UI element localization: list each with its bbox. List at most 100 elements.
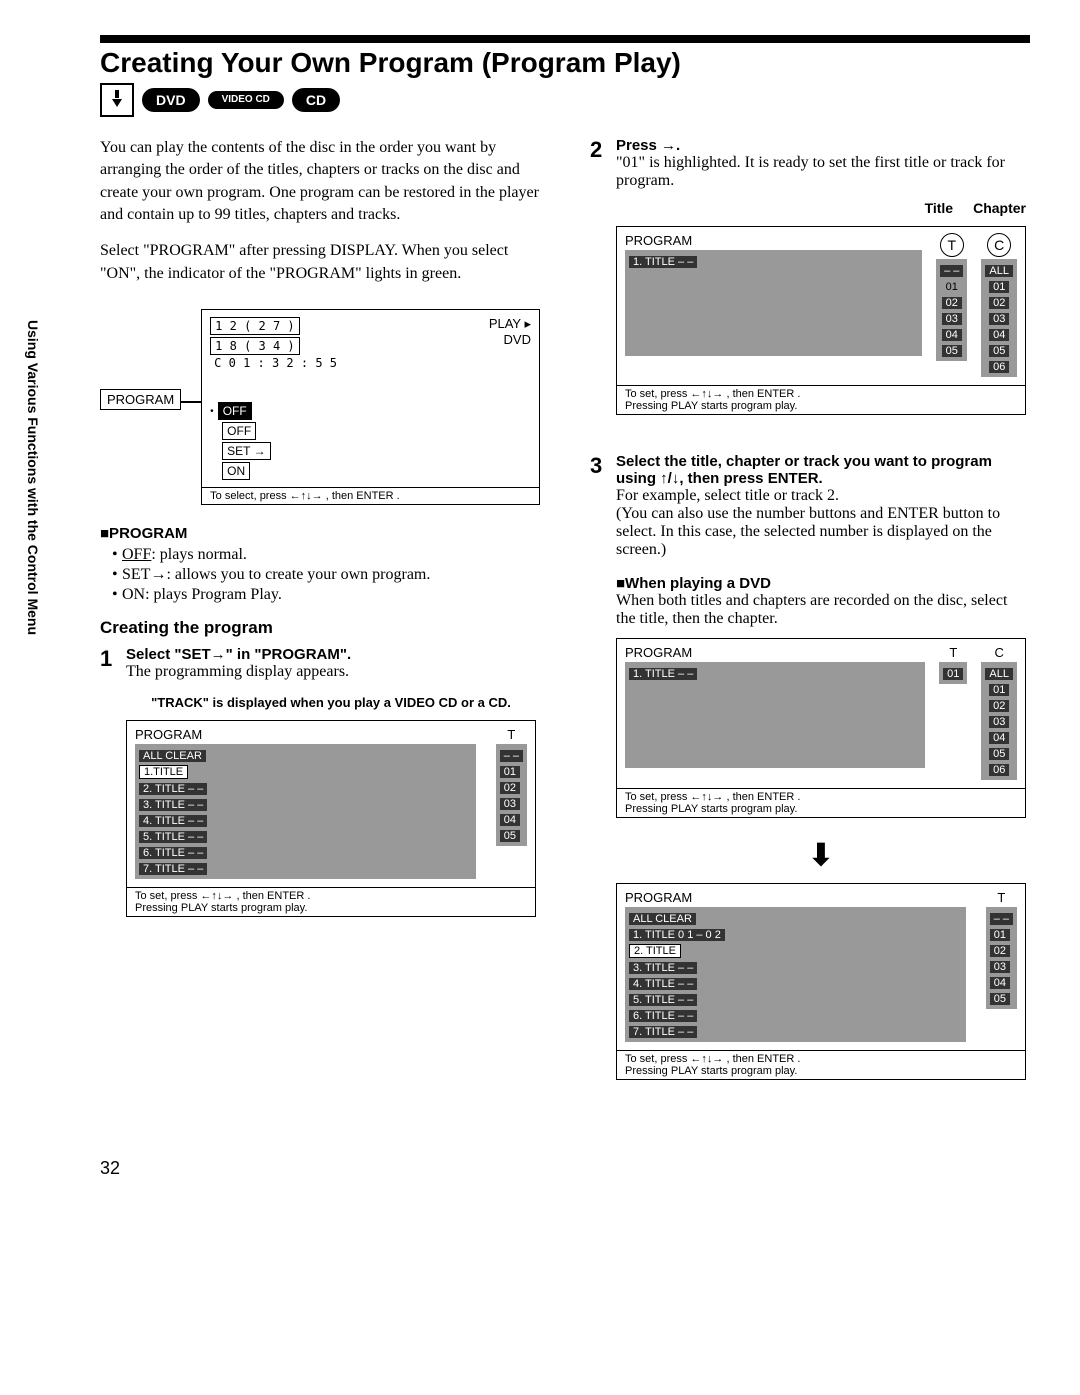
chapter-col-label: Chapter bbox=[973, 200, 1026, 216]
osd1-left-list: ALL CLEAR 1.TITLE 2. TITLE – – 3. TITLE … bbox=[135, 744, 476, 879]
vcd-badge: VIDEO CD bbox=[208, 91, 284, 109]
osd3a-r4: 04 bbox=[989, 732, 1009, 744]
menu-on: ON bbox=[222, 462, 250, 480]
cd-badge: CD bbox=[292, 88, 340, 112]
osd3a-r0: ALL bbox=[985, 668, 1013, 680]
osd-footer: To select, press ←↑↓→ , then ENTER . bbox=[202, 487, 539, 504]
osd2-l2: 02 bbox=[942, 297, 962, 309]
osd1-foot1: To set, press ←↑↓→ , then ENTER . bbox=[135, 890, 527, 902]
osd3a-r6: 06 bbox=[989, 764, 1009, 776]
osd2-r4: 04 bbox=[989, 329, 1009, 341]
osd1-right-list: – – 01 02 03 04 05 bbox=[496, 744, 527, 846]
osd1-right-1: 01 bbox=[500, 766, 520, 778]
osd3a-foot1: To set, press ←↑↓→ , then ENTER . bbox=[625, 791, 1017, 803]
counter-line-1: 1 2 ( 2 7 ) bbox=[210, 317, 299, 335]
osd3b-row-1: 1. TITLE 0 1 – 0 2 bbox=[629, 929, 725, 941]
side-tab: Using Various Functions with the Control… bbox=[25, 320, 41, 635]
osd3b-row-7: 7. TITLE – – bbox=[629, 1026, 697, 1038]
step-1-caption: "TRACK" is displayed when you play a VID… bbox=[126, 695, 536, 710]
osd3b-header: PROGRAM bbox=[625, 890, 966, 905]
osd1-row-1: 1.TITLE bbox=[139, 765, 188, 779]
osd1-row-2: 2. TITLE – – bbox=[139, 783, 207, 795]
selection-dot-icon: • bbox=[210, 406, 214, 417]
step-2-head: Press →. bbox=[616, 137, 1026, 154]
osd3b-footer: To set, press ←↑↓→ , then ENTER . Pressi… bbox=[617, 1050, 1025, 1079]
osd2-r5: 05 bbox=[989, 345, 1009, 357]
dvd-indicator: DVD bbox=[489, 332, 531, 347]
osd2-foot2: Pressing PLAY starts program play. bbox=[625, 400, 1017, 412]
osd-step1: PROGRAM ALL CLEAR 1.TITLE 2. TITLE – – 3… bbox=[126, 720, 536, 917]
osd1-row-3: 3. TITLE – – bbox=[139, 799, 207, 811]
counter-line-3: C 0 1 : 3 2 : 5 5 bbox=[210, 356, 337, 370]
osd2-title-col: – – 01 02 03 04 05 bbox=[936, 259, 967, 361]
osd2-foot1: To set, press ←↑↓→ , then ENTER . bbox=[625, 388, 1017, 400]
osd2-r2: 02 bbox=[989, 297, 1009, 309]
osd3b-right-list: – – 01 02 03 04 05 bbox=[986, 907, 1017, 1009]
option-set: SET→: allows you to create your own prog… bbox=[112, 566, 540, 584]
step-2: 2 Press →. "01" is highlighted. It is re… bbox=[590, 137, 1030, 435]
step-3-body2: (You can also use the number buttons and… bbox=[616, 505, 1026, 559]
top-rule bbox=[100, 35, 1030, 43]
osd3b-t: T bbox=[986, 890, 1017, 905]
connector-line bbox=[181, 401, 201, 403]
menu-off-selected: OFF bbox=[218, 402, 252, 420]
step-3-number: 3 bbox=[590, 453, 612, 479]
osd3b-foot1: To set, press ←↑↓→ , then ENTER . bbox=[625, 1053, 1017, 1065]
right-column: 2 Press →. "01" is highlighted. It is re… bbox=[590, 137, 1030, 1118]
osd3b-row-5: 5. TITLE – – bbox=[629, 994, 697, 1006]
step-3-head: Select the title, chapter or track you w… bbox=[616, 453, 1026, 487]
intro-paragraph-2: Select "PROGRAM" after pressing DISPLAY.… bbox=[100, 240, 540, 285]
menu-off: OFF bbox=[222, 422, 256, 440]
osd1-allclear: ALL CLEAR bbox=[139, 750, 206, 762]
osd3b-allclear: ALL CLEAR bbox=[629, 913, 696, 925]
osd2-l0: – – bbox=[940, 265, 963, 277]
osd3a-r3: 03 bbox=[989, 716, 1009, 728]
option-off-rest: : plays normal. bbox=[151, 546, 247, 563]
vcd-badge-text: VIDEO CD bbox=[222, 94, 270, 105]
menu-set: SET → bbox=[222, 442, 270, 460]
osd2-l3: 03 bbox=[942, 313, 962, 325]
osd1-t-label: T bbox=[496, 727, 527, 742]
c-circle-icon: C bbox=[987, 233, 1011, 257]
title-col-label: Title bbox=[925, 200, 954, 216]
osd3b-row-3: 3. TITLE – – bbox=[629, 962, 697, 974]
osd2-r3: 03 bbox=[989, 313, 1009, 325]
osd1-header: PROGRAM bbox=[135, 727, 476, 742]
down-arrow-icon: ⬇ bbox=[616, 838, 1026, 873]
step-1-head: Select "SET→" in "PROGRAM". bbox=[126, 646, 536, 663]
osd3a-r2: 02 bbox=[989, 700, 1009, 712]
osd2-footer: To set, press ←↑↓→ , then ENTER . Pressi… bbox=[617, 385, 1025, 414]
osd-main: 1 2 ( 2 7 ) 1 8 ( 3 4 ) C 0 1 : 3 2 : 5 … bbox=[201, 309, 540, 505]
osd1-row-4: 4. TITLE – – bbox=[139, 815, 207, 827]
osd2-row1: 1. TITLE – – bbox=[629, 256, 697, 268]
step-3: 3 Select the title, chapter or track you… bbox=[590, 453, 1030, 1100]
t-circle-icon: T bbox=[940, 233, 964, 257]
step-1-body: The programming display appears. bbox=[126, 663, 536, 681]
counter-line-2: 1 8 ( 3 4 ) bbox=[210, 337, 299, 355]
osd1-row-6: 6. TITLE – – bbox=[139, 847, 207, 859]
diagram-program-menu: PROGRAM 1 2 ( 2 7 ) 1 8 ( 3 4 ) C 0 1 : … bbox=[100, 299, 540, 525]
step-1-number: 1 bbox=[100, 646, 122, 672]
left-column: You can play the contents of the disc in… bbox=[100, 137, 540, 1118]
osd3b-r5: 05 bbox=[990, 993, 1010, 1005]
step-3-subbody: When both titles and chapters are record… bbox=[616, 592, 1026, 628]
osd2-chapter-col: ALL 01 02 03 04 05 06 bbox=[981, 259, 1017, 377]
osd2-left-area: 1. TITLE – – bbox=[625, 250, 922, 356]
osd-step2: PROGRAM 1. TITLE – – T – – 01 bbox=[616, 226, 1026, 415]
program-label: PROGRAM bbox=[100, 389, 181, 410]
step-2-body: "01" is highlighted. It is ready to set … bbox=[616, 154, 1026, 190]
osd3b-r2: 02 bbox=[990, 945, 1010, 957]
option-off: OFF: plays normal. bbox=[112, 546, 540, 564]
osd3a-r5: 05 bbox=[989, 748, 1009, 760]
osd3a-row1: 1. TITLE – – bbox=[629, 668, 697, 680]
osd1-right-4: 04 bbox=[500, 814, 520, 826]
option-on: ON: plays Program Play. bbox=[112, 586, 540, 604]
osd3a-left-col: 01 bbox=[939, 662, 967, 684]
osd3b-r4: 04 bbox=[990, 977, 1010, 989]
osd2-r1: 01 bbox=[989, 281, 1009, 293]
columns: You can play the contents of the disc in… bbox=[100, 137, 1030, 1118]
osd3a-left-area: 1. TITLE – – bbox=[625, 662, 925, 768]
osd3b-r1: 01 bbox=[990, 929, 1010, 941]
osd3a-foot2: Pressing PLAY starts program play. bbox=[625, 803, 1017, 815]
osd2-r6: 06 bbox=[989, 361, 1009, 373]
